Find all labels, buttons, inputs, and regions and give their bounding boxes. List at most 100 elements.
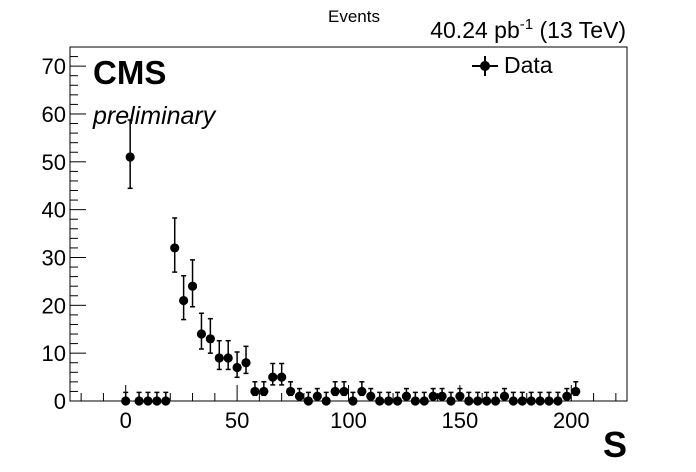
- lumi-value: 40.24 pb: [430, 17, 520, 43]
- data-point: [170, 217, 180, 273]
- data-marker: [357, 386, 367, 397]
- x-tick-label: 200: [553, 408, 590, 433]
- data-marker: [330, 386, 340, 397]
- data-marker: [303, 396, 313, 406]
- data-marker: [196, 329, 207, 339]
- data-marker: [241, 358, 251, 368]
- data-point: [321, 391, 331, 406]
- data-point: [553, 391, 563, 406]
- y-tick-label: 70: [42, 54, 66, 79]
- legend-marker-dot: [480, 61, 490, 71]
- legend-entry-data: Data: [504, 52, 553, 78]
- data-point: [366, 387, 376, 401]
- y-axis-tick-labels: 0 10 20 30 40 50 60 70: [42, 54, 66, 414]
- data-point: [303, 391, 313, 406]
- data-point: [490, 391, 501, 406]
- data-marker: [170, 243, 180, 253]
- data-point: [285, 381, 296, 397]
- data-marker: [321, 396, 331, 406]
- data-point: [187, 259, 198, 308]
- data-point: [179, 274, 189, 321]
- data-point: [205, 317, 215, 354]
- data-marker: [294, 391, 305, 401]
- data-point: [357, 381, 367, 397]
- data-marker: [152, 396, 162, 406]
- data-point: [214, 339, 224, 371]
- data-marker: [419, 396, 429, 406]
- experiment-label: CMS: [93, 54, 166, 91]
- data-marker: [544, 396, 554, 406]
- data-point: [241, 345, 251, 375]
- data-point: [232, 351, 242, 379]
- data-point: [152, 391, 162, 406]
- data-marker: [161, 396, 171, 406]
- y-axis-label: Events: [328, 7, 380, 26]
- data-marker: [250, 386, 260, 397]
- data-marker: [535, 396, 545, 406]
- y-tick-label: 30: [42, 245, 66, 270]
- y-tick-label: 20: [42, 293, 66, 318]
- data-marker: [455, 391, 465, 401]
- x-axis-tick-labels: 0 50 100 150 200: [120, 408, 590, 433]
- x-tick-label: 50: [225, 408, 249, 433]
- y-tick-label: 50: [42, 150, 66, 175]
- data-marker: [143, 396, 153, 406]
- data-marker: [179, 295, 189, 306]
- data-marker: [339, 386, 349, 397]
- data-marker: [571, 386, 581, 397]
- data-point: [535, 391, 545, 406]
- y-tick-label: 0: [54, 389, 66, 414]
- data-point: [375, 391, 385, 406]
- x-tick-label: 150: [442, 408, 479, 433]
- luminosity-label: 40.24 pb-1 (13 TeV): [430, 16, 626, 43]
- data-marker: [312, 391, 322, 401]
- x-axis-ticks: [80, 385, 617, 401]
- data-point: [330, 381, 340, 397]
- data-point: [161, 391, 171, 406]
- data-point: [384, 391, 394, 406]
- data-marker: [259, 386, 269, 397]
- data-marker: [553, 396, 563, 406]
- data-marker: [187, 281, 198, 291]
- energy-label: (13 TeV): [533, 17, 626, 43]
- data-point: [455, 387, 465, 401]
- data-marker: [446, 396, 456, 406]
- data-point: [428, 387, 438, 401]
- data-point: [499, 387, 510, 401]
- data-point: [143, 391, 153, 406]
- data-marker: [508, 396, 518, 406]
- data-marker: [125, 152, 135, 162]
- data-marker: [232, 362, 242, 373]
- lumi-exponent: -1: [520, 16, 533, 33]
- data-point: [339, 381, 349, 397]
- data-point: [544, 391, 554, 406]
- data-point: [562, 387, 572, 401]
- data-point: [482, 391, 492, 406]
- data-marker: [277, 372, 287, 382]
- data-point: [268, 362, 278, 386]
- x-axis-label: S: [603, 424, 627, 465]
- data-marker: [384, 396, 394, 406]
- data-marker: [428, 391, 438, 401]
- data-marker: [562, 391, 572, 401]
- data-marker: [348, 396, 358, 406]
- data-marker: [134, 396, 144, 406]
- data-point: [446, 391, 456, 406]
- data-marker: [473, 396, 483, 406]
- data-marker: [517, 396, 527, 406]
- data-point: [223, 339, 233, 371]
- data-marker: [526, 396, 536, 406]
- data-point: [392, 391, 403, 406]
- data-point: [508, 391, 518, 406]
- data-marker: [375, 396, 385, 406]
- y-axis-ticks: [70, 46, 86, 402]
- data-point: [571, 381, 581, 397]
- data-marker: [490, 396, 501, 406]
- data-marker: [392, 396, 403, 406]
- data-marker: [499, 391, 510, 401]
- data-marker: [410, 396, 420, 406]
- data-point: [294, 387, 305, 401]
- status-label: preliminary: [92, 102, 217, 130]
- plot-frame: [69, 46, 628, 402]
- data-point: [250, 381, 260, 397]
